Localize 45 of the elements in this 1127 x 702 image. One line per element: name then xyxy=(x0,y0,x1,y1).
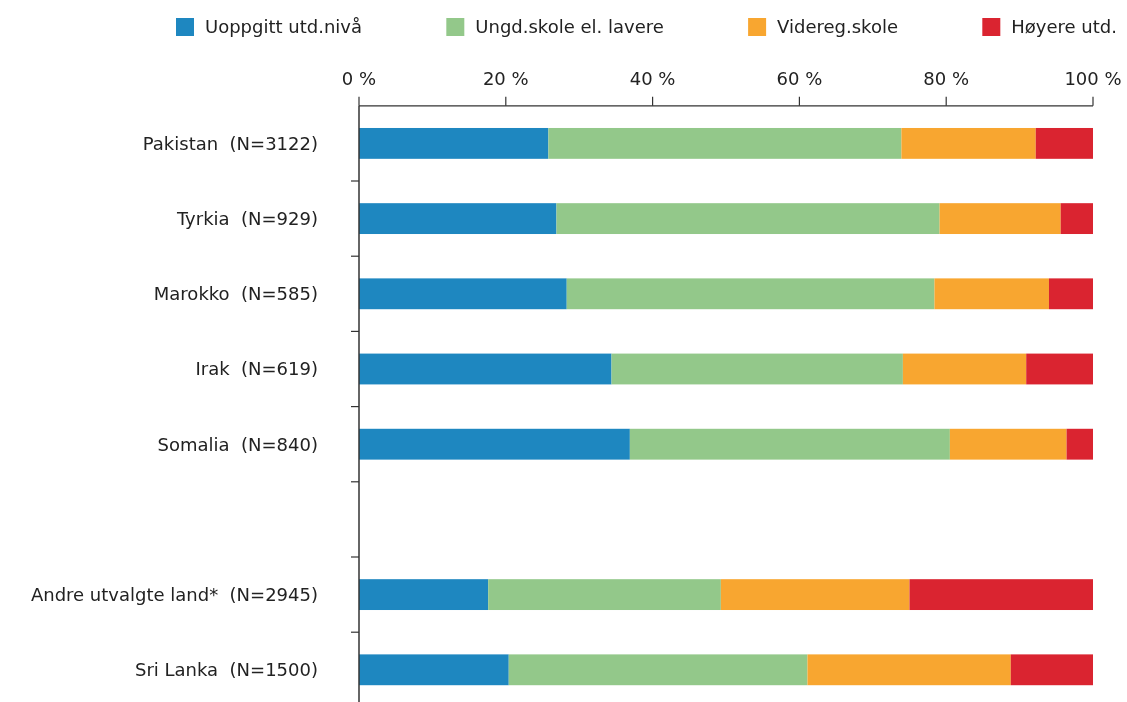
bar xyxy=(488,579,721,611)
bar xyxy=(934,278,1049,310)
y-tick-label: Marokko (N=585) xyxy=(153,283,318,305)
bar xyxy=(359,353,612,385)
bar xyxy=(939,203,1061,235)
y-tick-label: Tyrkia (N=929) xyxy=(175,207,318,229)
bar xyxy=(548,127,902,159)
legend-label: Videreg.skole xyxy=(777,16,899,38)
bar xyxy=(359,278,567,310)
legend-label: Uoppgitt utd.nivå xyxy=(205,16,363,38)
bar xyxy=(1060,203,1093,235)
bar xyxy=(611,353,903,385)
bar xyxy=(1035,127,1093,159)
x-tick-label: 0 % xyxy=(341,68,377,90)
bar xyxy=(1066,428,1093,460)
x-tick-label: 40 % xyxy=(629,68,676,90)
bar xyxy=(1010,654,1093,686)
bar xyxy=(949,428,1067,460)
y-tick-label: Irak (N=619) xyxy=(195,358,318,380)
x-tick-label: 100 % xyxy=(1064,68,1122,90)
bar xyxy=(902,353,1027,385)
bar xyxy=(901,127,1036,159)
bar xyxy=(359,654,509,686)
bar xyxy=(359,428,630,460)
x-tick-label: 60 % xyxy=(776,68,823,90)
y-tick-label: Pakistan (N=3122) xyxy=(142,132,318,154)
bar xyxy=(629,428,950,460)
bar xyxy=(720,579,910,611)
bar xyxy=(1048,278,1093,310)
bar xyxy=(1026,353,1093,385)
x-tick-label: 80 % xyxy=(923,68,970,90)
bar xyxy=(359,203,557,235)
legend-label: Høyere utd. xyxy=(1011,16,1118,38)
bar xyxy=(556,203,940,235)
bar xyxy=(359,579,489,611)
legend-label: Ungd.skole el. lavere xyxy=(475,16,664,38)
bar xyxy=(359,127,549,159)
y-tick-label: Andre utvalgte land* (N=2945) xyxy=(30,583,318,605)
bar xyxy=(807,654,1011,686)
x-tick-label: 20 % xyxy=(482,68,529,90)
y-tick-label: Somalia (N=840) xyxy=(157,433,318,455)
bar xyxy=(566,278,935,310)
bar xyxy=(508,654,808,686)
bar xyxy=(909,579,1093,611)
y-tick-label: Sri Lanka (N=1500) xyxy=(135,659,318,681)
